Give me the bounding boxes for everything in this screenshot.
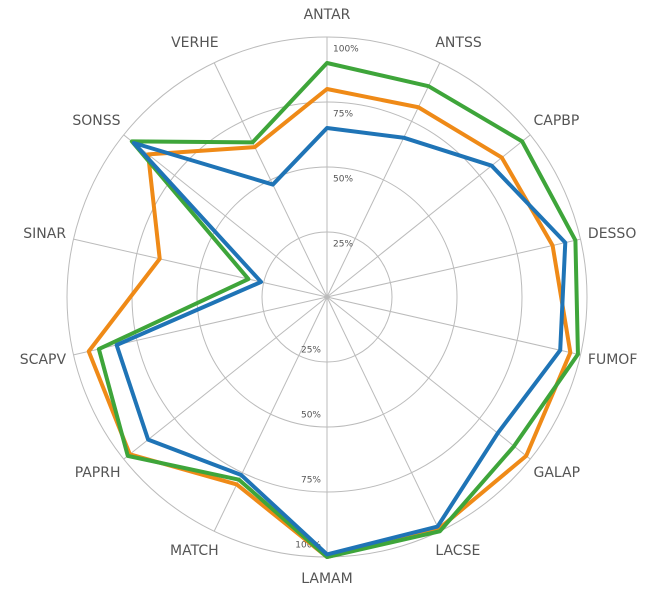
category-label: VERHE (171, 35, 219, 51)
spoke (73, 238, 328, 298)
r-tick-label: 50% (301, 411, 321, 421)
series-line (96, 61, 580, 559)
category-label: PAPRH (75, 465, 121, 481)
spoke (326, 62, 441, 298)
r-tick-label: 25% (301, 346, 321, 356)
category-label: DESSO (588, 226, 636, 242)
spoke (213, 296, 328, 532)
spoke (73, 296, 328, 356)
r-tick-label: 100% (295, 541, 321, 551)
category-label: FUMOF (588, 352, 637, 368)
category-label: GALAP (533, 465, 580, 481)
category-label: SINAR (23, 226, 66, 242)
series-line (86, 87, 573, 559)
category-label: LACSE (435, 543, 480, 559)
category-label: LAMAM (301, 571, 352, 587)
category-label: ANTAR (304, 7, 351, 23)
r-tick-label: 75% (333, 110, 353, 120)
spoke (326, 238, 581, 298)
category-label: SONSS (72, 113, 120, 129)
spoke (326, 134, 531, 298)
spoke (326, 296, 581, 356)
spoke (123, 296, 328, 460)
spoke (123, 134, 328, 298)
r-tick-label: 100% (333, 45, 359, 55)
r-tick-label: 25% (333, 240, 353, 250)
category-label: MATCH (170, 543, 219, 559)
series-line (114, 126, 568, 557)
category-label: CAPBP (533, 113, 579, 129)
spoke (213, 62, 328, 298)
r-tick-label: 50% (333, 175, 353, 185)
spoke (326, 296, 531, 460)
r-tick-label: 75% (301, 476, 321, 486)
category-label: SCAPV (20, 352, 67, 368)
category-label: ANTSS (435, 35, 481, 51)
spoke (326, 296, 441, 532)
